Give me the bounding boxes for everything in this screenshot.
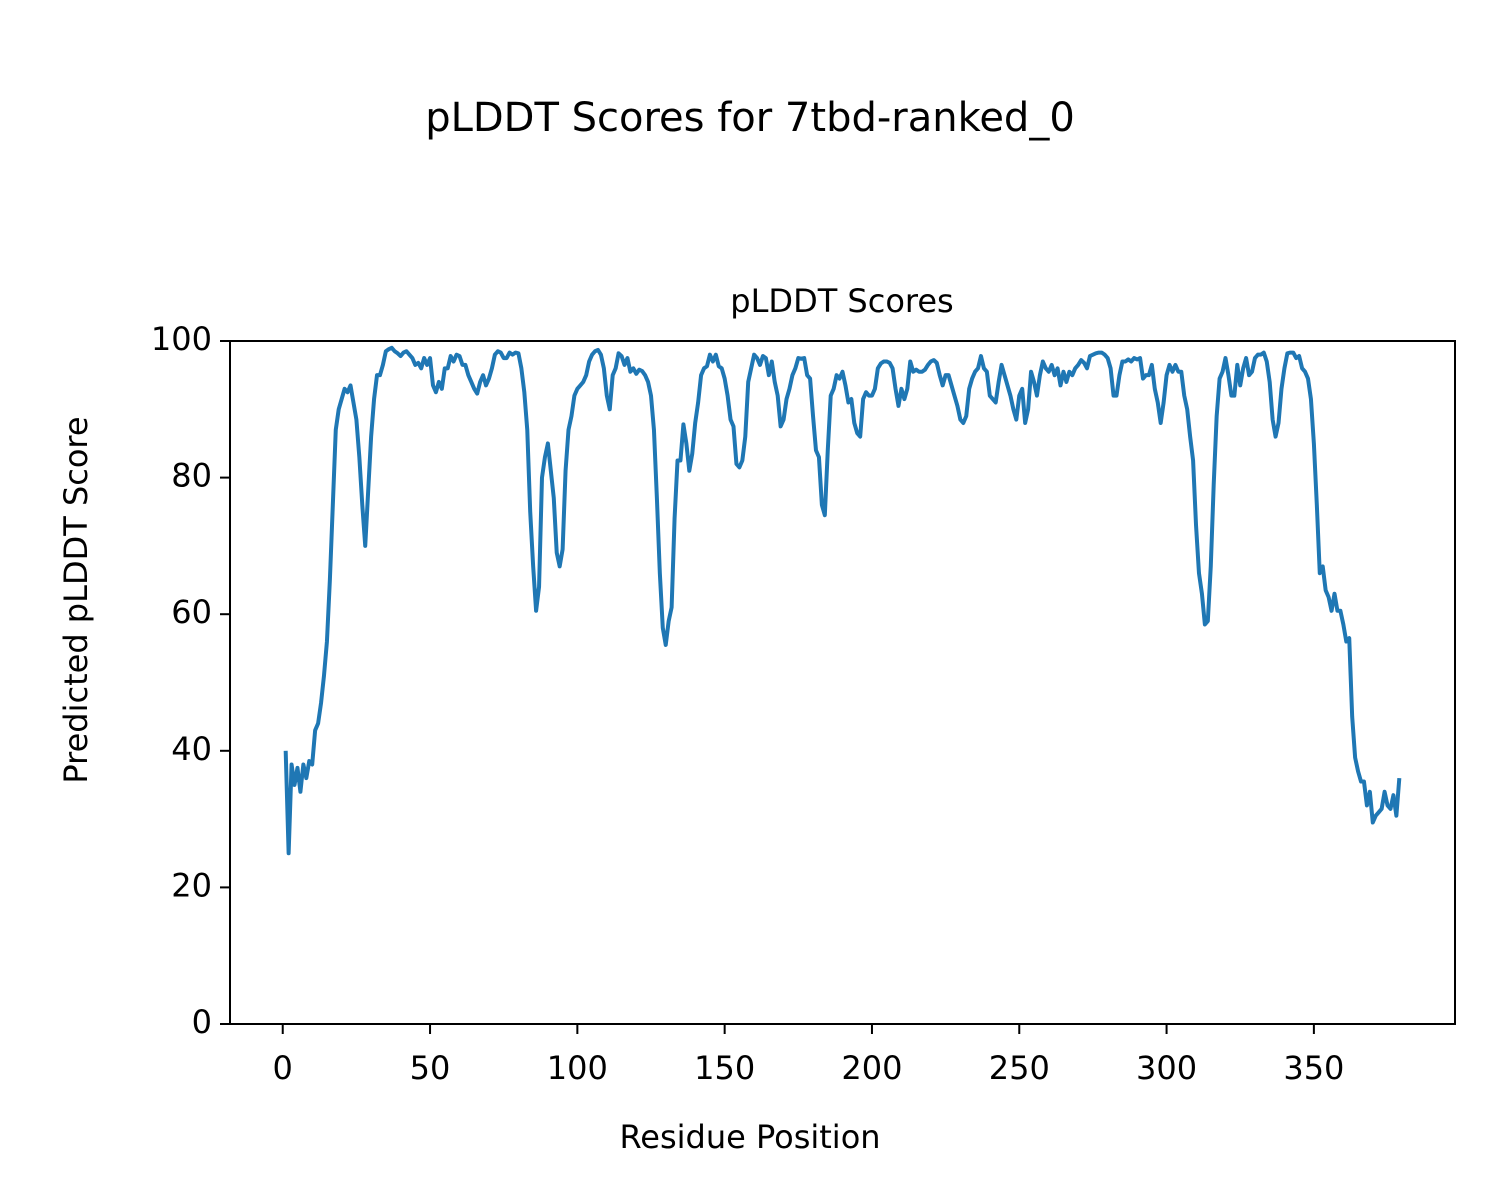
score-line — [283, 345, 1402, 856]
x-tick-label: 250 — [989, 1049, 1050, 1087]
x-tick-label: 200 — [841, 1049, 902, 1087]
x-tick-label: 300 — [1136, 1049, 1197, 1087]
y-axis-label: Predicted pLDDT Score — [57, 416, 95, 783]
axes-title: pLDDT Scores — [730, 282, 953, 320]
figure-title: pLDDT Scores for 7tbd-ranked_0 — [425, 95, 1075, 141]
x-tick-label: 150 — [694, 1049, 755, 1087]
y-tick-label: 100 — [151, 320, 212, 358]
x-axis-label: Residue Position — [619, 1118, 880, 1156]
y-tick-label: 20 — [171, 866, 212, 904]
x-tick-label: 100 — [547, 1049, 608, 1087]
x-tick-label: 350 — [1283, 1049, 1344, 1087]
plot-frame — [229, 340, 1456, 1025]
y-tick-label: 0 — [192, 1003, 212, 1041]
y-tick-label: 40 — [171, 730, 212, 768]
y-tick-label: 80 — [171, 457, 212, 495]
x-tick-label: 0 — [273, 1049, 293, 1087]
y-tick-label: 60 — [171, 593, 212, 631]
x-tick-label: 50 — [410, 1049, 451, 1087]
